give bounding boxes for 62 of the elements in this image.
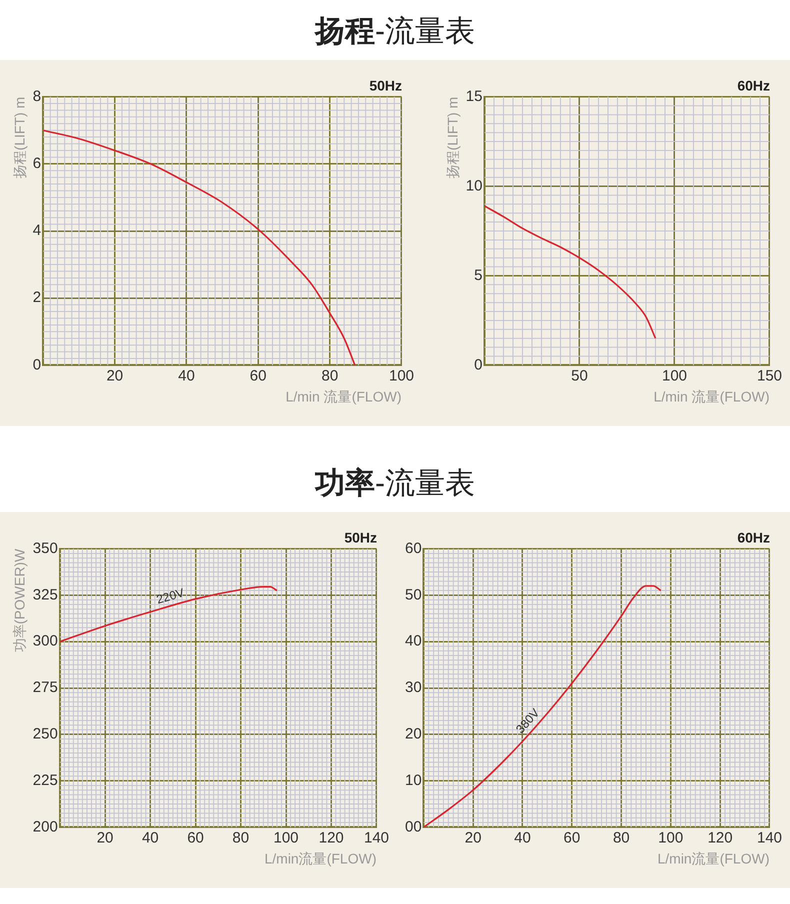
x-tick-label: 80 [232,829,250,846]
y-tick-label: 30 [404,679,422,696]
y-tick-label: 00 [404,818,422,836]
line-series [424,585,662,828]
x-tick-label: 60 [564,829,580,846]
x-tick-label: 100 [658,829,684,846]
x-tick-label: 80 [321,367,338,384]
y-tick-label: 0 [32,356,42,374]
y-tick-label: 50 [404,586,422,604]
x-tick-label: 40 [142,829,159,846]
y-tick-label: 0 [474,356,482,374]
y-tick-label: 2 [32,289,42,306]
line-series [484,205,656,340]
y-tick-label: 200 [32,818,58,836]
x-tick-label: 20 [96,829,114,846]
y-tick-label: 250 [32,726,58,743]
x-tick-label: 60 [187,829,204,846]
y-tick-label: 10 [466,177,482,194]
y-tick-label: 6 [32,155,42,172]
y-tick-label: 60 [404,540,422,557]
x-tick-label: 120 [708,829,733,846]
chart-subtitle: 60Hz [737,529,770,546]
y-tick-label: 275 [32,679,58,696]
y-tick-label: 15 [466,88,482,105]
y-tick-label: 10 [404,772,422,789]
y-tick-label: 325 [32,586,58,604]
y-axis-title: 扬程(LIFT) m [11,96,28,178]
x-tick-label: 100 [273,829,299,846]
line-series [60,586,278,642]
text: 220V [154,586,186,607]
y-tick-label: 300 [32,632,58,650]
x-tick-label: 150 [756,367,782,384]
x-tick-label: 40 [514,829,531,846]
x-tick-label: 20 [106,367,124,384]
x-tick-label: 120 [318,829,344,846]
x-axis-title: L/min 流量(FLOW) [654,388,770,404]
x-axis-title: L/min 流量(FLOW) [286,388,402,404]
chart-subtitle: 50Hz [369,77,402,94]
y-axis-title: 扬程(LIFT) m [444,96,460,178]
chart-title: 扬程-流量表 [313,14,476,50]
y-tick-label: 40 [404,632,422,650]
chart-subtitle: 60Hz [737,77,770,94]
x-tick-label: 50 [571,367,588,384]
y-tick-label: 8 [32,88,42,105]
y-axis-title: 功率(POWER)W [11,548,28,652]
line-series [43,130,356,366]
y-tick-label: 350 [32,540,58,557]
x-tick-label: 80 [612,829,630,846]
x-axis-title: L/min流量(FLOW) [264,850,376,866]
x-tick-label: 140 [756,829,782,846]
y-tick-label: 225 [32,772,58,789]
y-tick-label: 20 [404,726,422,743]
chart-title: 功率-流量表 [314,466,476,502]
x-axis-title: L/min流量(FLOW) [657,850,770,866]
y-tick-label: 4 [32,222,42,240]
chart-subtitle: 50Hz [344,529,377,546]
x-tick-label: 60 [250,367,266,384]
x-tick-label: 100 [662,367,687,384]
y-tick-label: 5 [474,266,482,284]
x-tick-label: 140 [364,829,389,846]
x-tick-label: 100 [388,367,414,384]
x-tick-label: 40 [178,367,195,384]
